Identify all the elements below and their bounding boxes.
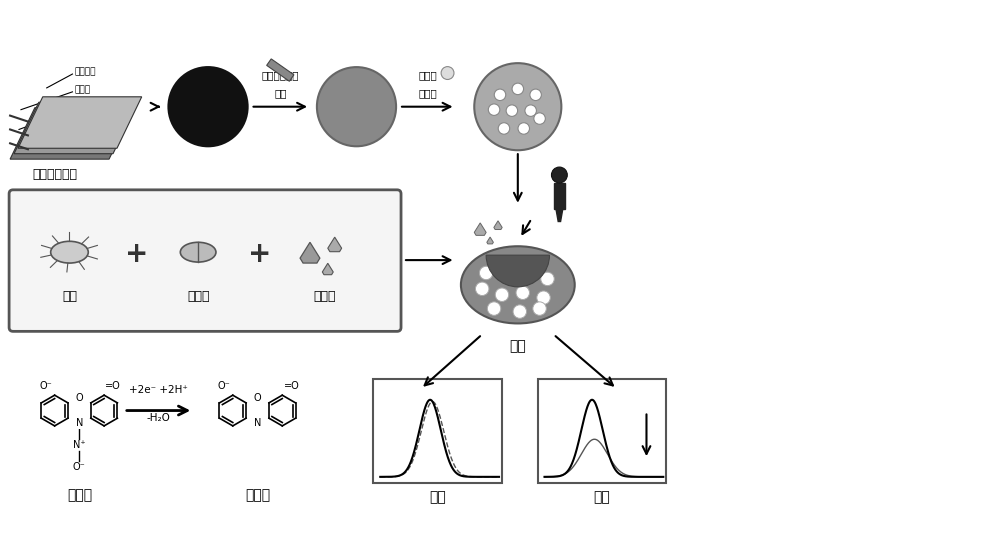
Text: N⁺: N⁺ bbox=[73, 440, 86, 450]
Text: O⁻: O⁻ bbox=[217, 381, 230, 391]
Text: -H₂O: -H₂O bbox=[147, 413, 170, 422]
Circle shape bbox=[541, 272, 554, 286]
Polygon shape bbox=[556, 208, 563, 221]
Bar bbox=[267, 59, 294, 81]
Text: N: N bbox=[76, 418, 83, 428]
Text: 细菌: 细菌 bbox=[62, 290, 77, 303]
Text: 刃天青: 刃天青 bbox=[314, 290, 336, 303]
Circle shape bbox=[530, 89, 541, 100]
Circle shape bbox=[479, 266, 493, 280]
Circle shape bbox=[499, 258, 513, 272]
Ellipse shape bbox=[551, 167, 567, 183]
Text: 丝网印刺电极: 丝网印刺电极 bbox=[33, 168, 78, 181]
Polygon shape bbox=[14, 102, 138, 154]
Polygon shape bbox=[300, 242, 320, 263]
Ellipse shape bbox=[180, 242, 216, 262]
Text: 电沉积: 电沉积 bbox=[418, 88, 437, 98]
Polygon shape bbox=[494, 221, 502, 230]
Ellipse shape bbox=[51, 241, 88, 263]
Text: =O: =O bbox=[105, 381, 121, 391]
Text: 试崤灵: 试崤灵 bbox=[245, 488, 270, 502]
Circle shape bbox=[317, 67, 396, 146]
Text: 刃天青: 刃天青 bbox=[67, 488, 92, 502]
Polygon shape bbox=[487, 237, 493, 244]
FancyBboxPatch shape bbox=[9, 190, 401, 332]
Circle shape bbox=[513, 305, 527, 318]
Text: 工作电极: 工作电极 bbox=[74, 68, 96, 77]
Text: +: + bbox=[125, 240, 148, 268]
Circle shape bbox=[475, 282, 489, 295]
Circle shape bbox=[506, 105, 518, 117]
Text: O: O bbox=[254, 393, 261, 403]
Text: 多壁碳纳米管: 多壁碳纳米管 bbox=[262, 70, 299, 80]
Circle shape bbox=[488, 104, 500, 116]
Ellipse shape bbox=[461, 246, 575, 323]
Circle shape bbox=[495, 288, 509, 301]
Text: 对电极: 对电极 bbox=[74, 85, 91, 94]
Text: 金纳米: 金纳米 bbox=[418, 70, 437, 80]
FancyBboxPatch shape bbox=[538, 379, 666, 483]
Text: =O: =O bbox=[284, 381, 299, 391]
Text: 敏感: 敏感 bbox=[429, 490, 446, 504]
Wedge shape bbox=[486, 255, 549, 287]
Circle shape bbox=[516, 286, 529, 300]
Polygon shape bbox=[474, 223, 486, 235]
Circle shape bbox=[534, 113, 545, 124]
Circle shape bbox=[533, 302, 546, 315]
Circle shape bbox=[512, 83, 524, 94]
Polygon shape bbox=[328, 237, 342, 252]
Circle shape bbox=[525, 105, 536, 117]
Polygon shape bbox=[18, 97, 142, 148]
Circle shape bbox=[474, 63, 561, 150]
Text: 耔药: 耔药 bbox=[594, 490, 610, 504]
Polygon shape bbox=[554, 183, 565, 208]
Text: +2e⁻ +2H⁺: +2e⁻ +2H⁺ bbox=[129, 384, 188, 395]
Circle shape bbox=[494, 89, 506, 100]
Circle shape bbox=[441, 66, 454, 79]
Circle shape bbox=[521, 261, 534, 275]
FancyBboxPatch shape bbox=[373, 379, 502, 483]
Polygon shape bbox=[322, 264, 333, 275]
Circle shape bbox=[168, 67, 248, 146]
Text: 修饰: 修饰 bbox=[274, 88, 287, 98]
Polygon shape bbox=[10, 107, 134, 159]
Text: 参比电极: 参比电极 bbox=[74, 103, 96, 112]
Text: N: N bbox=[254, 418, 261, 428]
Text: O⁻: O⁻ bbox=[73, 462, 86, 471]
Text: 抗生素: 抗生素 bbox=[187, 290, 209, 303]
Text: +: + bbox=[248, 240, 271, 268]
Text: 棆测: 棆测 bbox=[509, 339, 526, 353]
Circle shape bbox=[498, 123, 510, 134]
Circle shape bbox=[537, 291, 550, 305]
Text: O: O bbox=[76, 393, 83, 403]
Circle shape bbox=[487, 302, 501, 315]
Circle shape bbox=[518, 123, 529, 134]
Text: O⁻: O⁻ bbox=[39, 381, 52, 391]
